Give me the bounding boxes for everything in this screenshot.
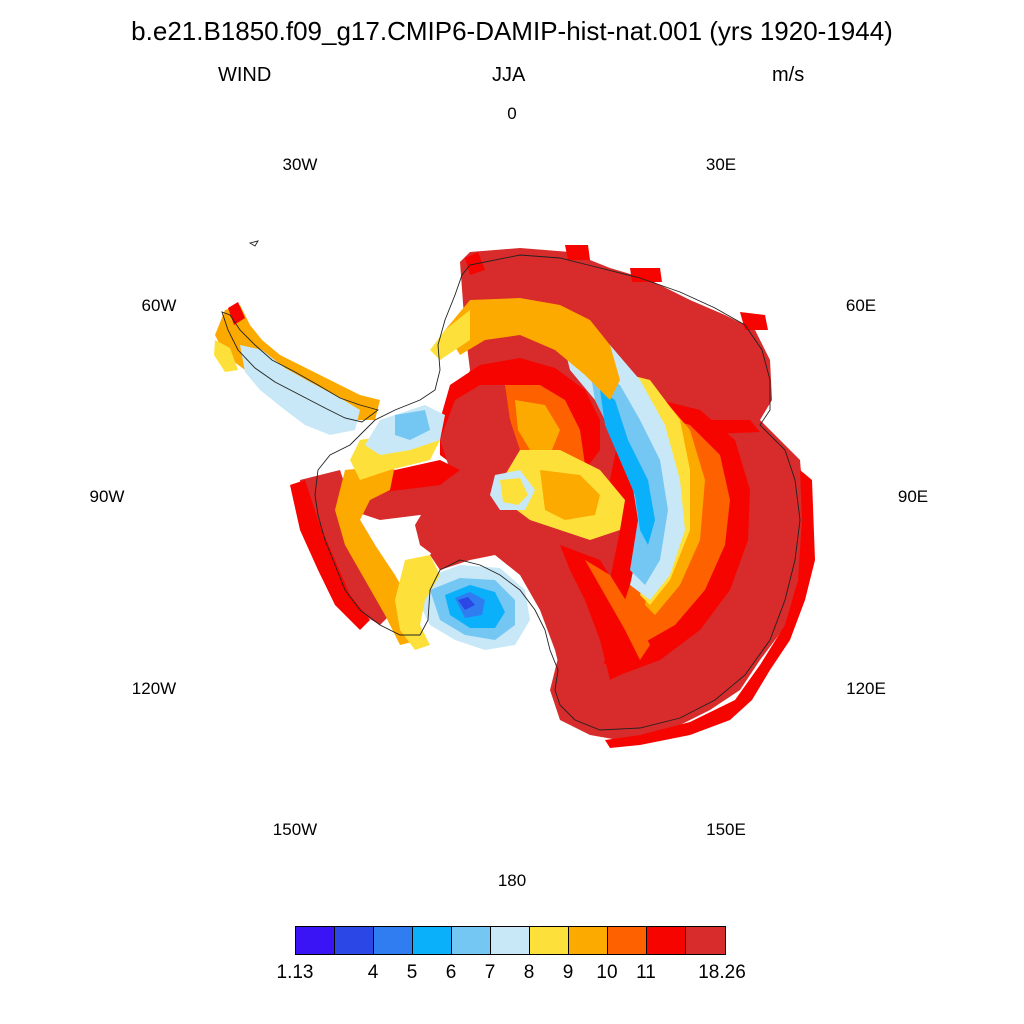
colorbar-label-min: 1.13: [276, 962, 314, 983]
colorbar-swatch-4: [413, 927, 452, 954]
colorbar-label-6: 6: [445, 962, 457, 983]
wind-region-center-orange: [540, 470, 600, 520]
wind-region-west-lightblue: [395, 410, 430, 440]
lon-label-120e: 120E: [846, 679, 886, 698]
colorbar-label-8: 8: [523, 962, 535, 983]
colorbar-swatch-2: [335, 927, 374, 954]
colorbar-swatch-10: [647, 927, 686, 954]
colorbar-swatch-8: [569, 927, 608, 954]
lon-label-90e: 90E: [897, 487, 929, 506]
wind-region-peninsula-red: [228, 302, 245, 325]
wind-region-west-outer-red: [290, 480, 370, 630]
colorbar-label-7: 7: [484, 962, 496, 983]
wind-region-center-yellow2: [500, 478, 528, 505]
lon-label-150e: 150E: [706, 820, 746, 839]
lon-label-90w: 90W: [89, 487, 125, 506]
wind-region-peninsula-orange: [215, 305, 380, 420]
colorbar-label-4: 4: [367, 962, 379, 983]
wind-region-peninsula-yellow: [214, 340, 238, 372]
lon-label-180: 180: [497, 871, 527, 890]
coastline: [221, 240, 801, 731]
season-label: JJA: [492, 64, 526, 86]
colorbar-swatch-5: [452, 927, 491, 954]
wind-region-west-spoke: [345, 470, 490, 520]
wind-region-east-cyan: [600, 390, 655, 545]
wind-region-marie-byrd-yellow: [395, 555, 440, 650]
lon-label-0: 0: [507, 104, 517, 123]
lon-label-150w: 150W: [272, 820, 318, 839]
colorbar-swatch-9: [608, 927, 647, 954]
wind-region-marie-byrd-royal: [458, 597, 475, 610]
wind-region-ring-outer-yellow: [430, 310, 470, 360]
colorbar-label-11: 11: [636, 962, 656, 983]
wind-region-ring-outer-orange: [445, 298, 620, 400]
colorbar: [295, 926, 726, 955]
lon-label-30w: 30W: [282, 155, 318, 174]
wind-region-interior-orange2: [515, 400, 560, 455]
variable-label: WIND: [218, 64, 272, 86]
units-label: m/s: [772, 64, 805, 86]
colorbar-label-10: 10: [596, 962, 618, 983]
colorbar-label-5: 5: [406, 962, 418, 983]
wind-region-interior-darkred: [440, 385, 510, 478]
colorbar-label-max: 18.26: [698, 962, 746, 983]
colorbar-swatch-3: [374, 927, 413, 954]
wind-region-peninsula-pale: [240, 345, 360, 435]
colorbar-swatch-11: [686, 927, 725, 954]
lon-label-60e: 60E: [845, 296, 877, 315]
lon-label-120w: 120W: [131, 679, 177, 698]
colorbar-swatch-1: [296, 927, 335, 954]
lon-label-30e: 30E: [705, 155, 737, 174]
wind-region-south-spoke-orange: [585, 560, 650, 660]
wind-speed-field: [214, 245, 815, 748]
colorbar-label-9: 9: [562, 962, 574, 983]
lon-label-60w: 60W: [141, 296, 177, 315]
colorbar-swatch-6: [491, 927, 530, 954]
wind-region-east-fringe: [605, 470, 815, 748]
plot-title: b.e21.B1850.f09_g17.CMIP6-DAMIP-hist-nat…: [131, 16, 893, 46]
wind-region-south-spoke: [430, 512, 605, 690]
colorbar-swatch-7: [530, 927, 569, 954]
wind-region-south-spoke-red: [560, 545, 640, 680]
